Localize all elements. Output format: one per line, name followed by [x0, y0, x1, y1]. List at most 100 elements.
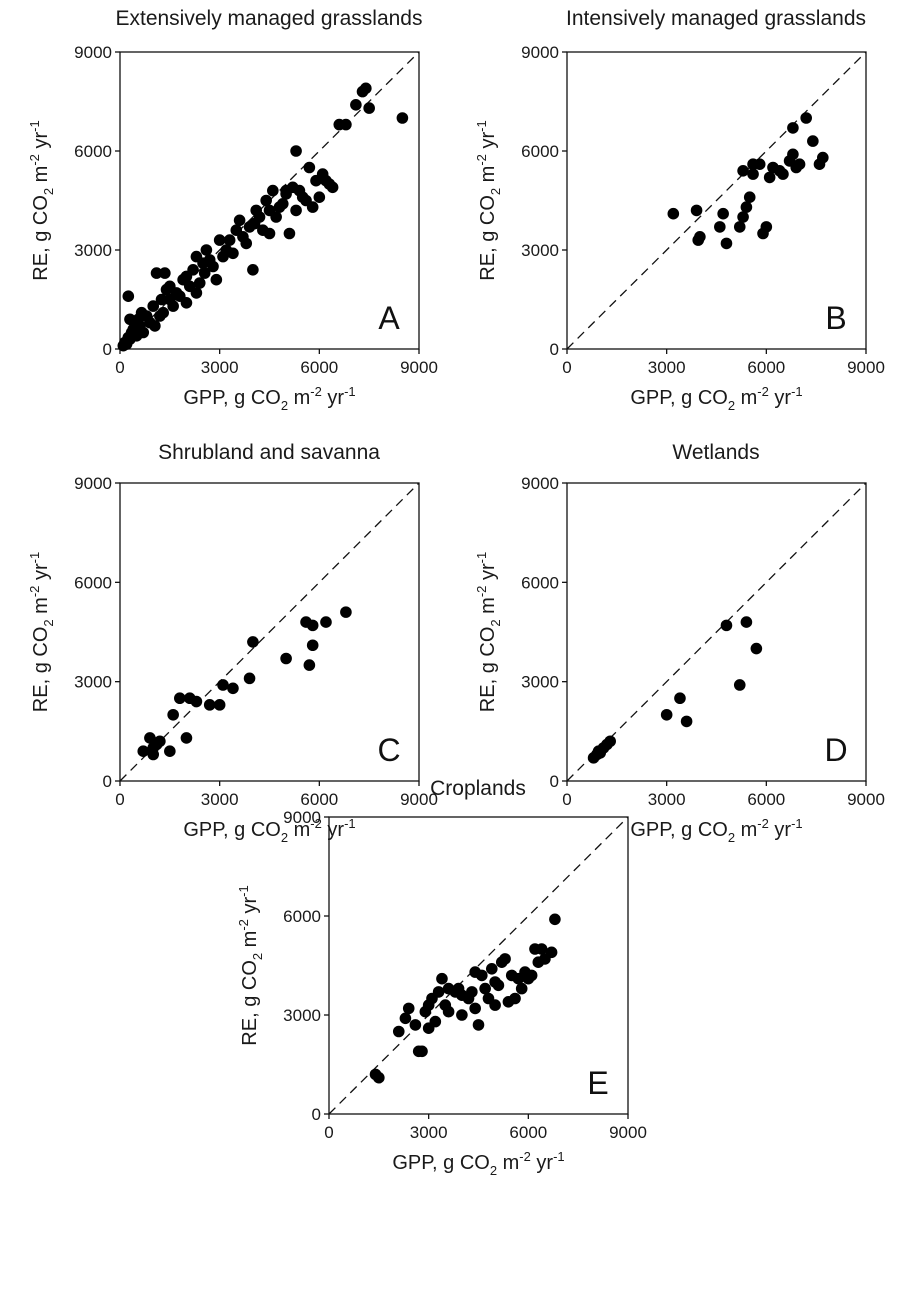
one-to-one-line: [566, 482, 867, 782]
data-point: [180, 732, 193, 744]
y-axis-label-sup1: -2: [27, 586, 42, 598]
data-point: [147, 300, 160, 312]
data-point: [240, 237, 253, 250]
x-axis-label-end: yr: [322, 387, 345, 409]
data-point: [190, 287, 203, 299]
y-tick-label: 6000: [74, 573, 112, 592]
data-point: [137, 326, 150, 339]
data-point: [280, 652, 292, 665]
y-tick-label: 6000: [521, 142, 559, 161]
data-point: [743, 191, 756, 203]
data-point: [280, 184, 292, 197]
y-axis-label: RE, g CO2 m-2 yr-1: [27, 552, 56, 712]
data-point: [290, 204, 302, 217]
y-tick-label: 6000: [74, 142, 112, 161]
x-axis-label-main: GPP, g CO: [183, 819, 280, 841]
y-axis-label-sup2: -1: [474, 120, 489, 132]
x-axis-label-sup2: -1: [553, 1149, 565, 1164]
y-axis-label-main: RE, g CO: [30, 627, 52, 713]
y-axis-label-end: yr: [30, 563, 52, 586]
data-point: [456, 1009, 468, 1021]
chart-title: Croplands: [430, 777, 526, 800]
data-point: [747, 168, 759, 180]
data-point: [409, 1019, 422, 1031]
panel-a: Extensively managed grasslands 0 3000 6000 9…: [27, 7, 438, 413]
data-point: [737, 211, 749, 223]
panel-letter: D: [824, 732, 847, 768]
y-tick-label: 0: [103, 340, 112, 359]
data-point: [472, 1019, 485, 1031]
data-point: [485, 963, 498, 975]
y-axis-label: RE, g CO2 m-2 yr-1: [474, 552, 503, 712]
panel-d: Wetlands 0 3000 6000 9000 0 3000 6000 9000 GPP, g…: [474, 441, 885, 845]
data-point: [363, 102, 375, 114]
data-point: [227, 247, 239, 260]
data-point: [213, 234, 226, 246]
data-point: [479, 982, 491, 995]
y-axis-label-mid: m: [239, 931, 261, 953]
y-axis-label-sub: 2: [250, 953, 265, 960]
data-point: [720, 237, 733, 250]
chart-title: Extensively managed grasslands: [115, 7, 422, 30]
data-point: [223, 234, 236, 246]
data-point: [306, 639, 319, 652]
data-point: [763, 171, 776, 184]
x-tick-label: 9000: [847, 358, 885, 377]
x-axis-label-sub: 2: [281, 398, 288, 413]
x-axis-label-sup1: -2: [757, 816, 769, 831]
y-tick-label: 3000: [74, 241, 112, 260]
x-tick-label: 0: [562, 358, 571, 377]
y-tick-label: 6000: [283, 907, 321, 926]
data-point: [203, 699, 216, 711]
y-axis-label: RE, g CO2 m-2 yr-1: [236, 885, 265, 1045]
x-tick-label: 6000: [300, 790, 338, 809]
data-point: [392, 1025, 405, 1038]
data-point: [793, 158, 806, 170]
x-axis-label-mid: m: [288, 387, 310, 409]
x-tick-label: 0: [562, 790, 571, 809]
data-point: [306, 619, 319, 632]
data-point: [306, 201, 319, 213]
data-point: [267, 184, 279, 197]
x-axis-label: GPP, g CO2 m-2 yr-1: [392, 1149, 564, 1178]
y-axis-label-sup2: -1: [236, 885, 251, 897]
panel-letter: E: [587, 1065, 608, 1101]
data-point: [350, 99, 362, 111]
x-axis-label-end: yr: [769, 819, 792, 841]
data-point: [604, 735, 616, 748]
x-tick-label: 3000: [648, 358, 686, 377]
data-point: [750, 642, 763, 655]
plot-frame: [566, 51, 867, 350]
x-tick-label: 9000: [400, 358, 438, 377]
data-point: [243, 672, 256, 685]
data-point: [150, 267, 163, 279]
data-point: [147, 742, 160, 754]
x-axis-label: GPP, g CO2 m-2 yr-1: [183, 384, 355, 413]
x-axis-label-sup1: -2: [519, 1149, 531, 1164]
data-point: [303, 161, 316, 174]
x-tick-label: 0: [115, 790, 124, 809]
plot-frame: [328, 816, 629, 1115]
data-point: [436, 972, 448, 985]
x-axis-label: GPP, g CO2 m-2 yr-1: [630, 384, 802, 413]
y-axis-label-mid: m: [30, 597, 52, 619]
data-point: [733, 679, 746, 691]
data-point: [817, 151, 829, 164]
data-point: [373, 1071, 385, 1084]
data-point: [270, 211, 282, 223]
x-tick-label: 0: [115, 358, 124, 377]
x-axis-label-main: GPP, g CO: [183, 387, 280, 409]
data-point: [694, 231, 706, 243]
y-axis-label-end: yr: [477, 563, 499, 586]
data-point: [233, 214, 246, 227]
data-point: [545, 946, 558, 959]
x-axis-label-sup1: -2: [310, 816, 322, 831]
one-to-one-line: [119, 482, 420, 782]
x-tick-label: 6000: [509, 1123, 547, 1142]
y-axis-label-sup2: -1: [27, 120, 42, 132]
x-tick-label: 6000: [747, 790, 785, 809]
y-axis-label-sup1: -2: [474, 154, 489, 166]
y-axis-label-sub: 2: [488, 619, 503, 626]
chart-title: Intensively managed grasslands: [566, 7, 866, 30]
